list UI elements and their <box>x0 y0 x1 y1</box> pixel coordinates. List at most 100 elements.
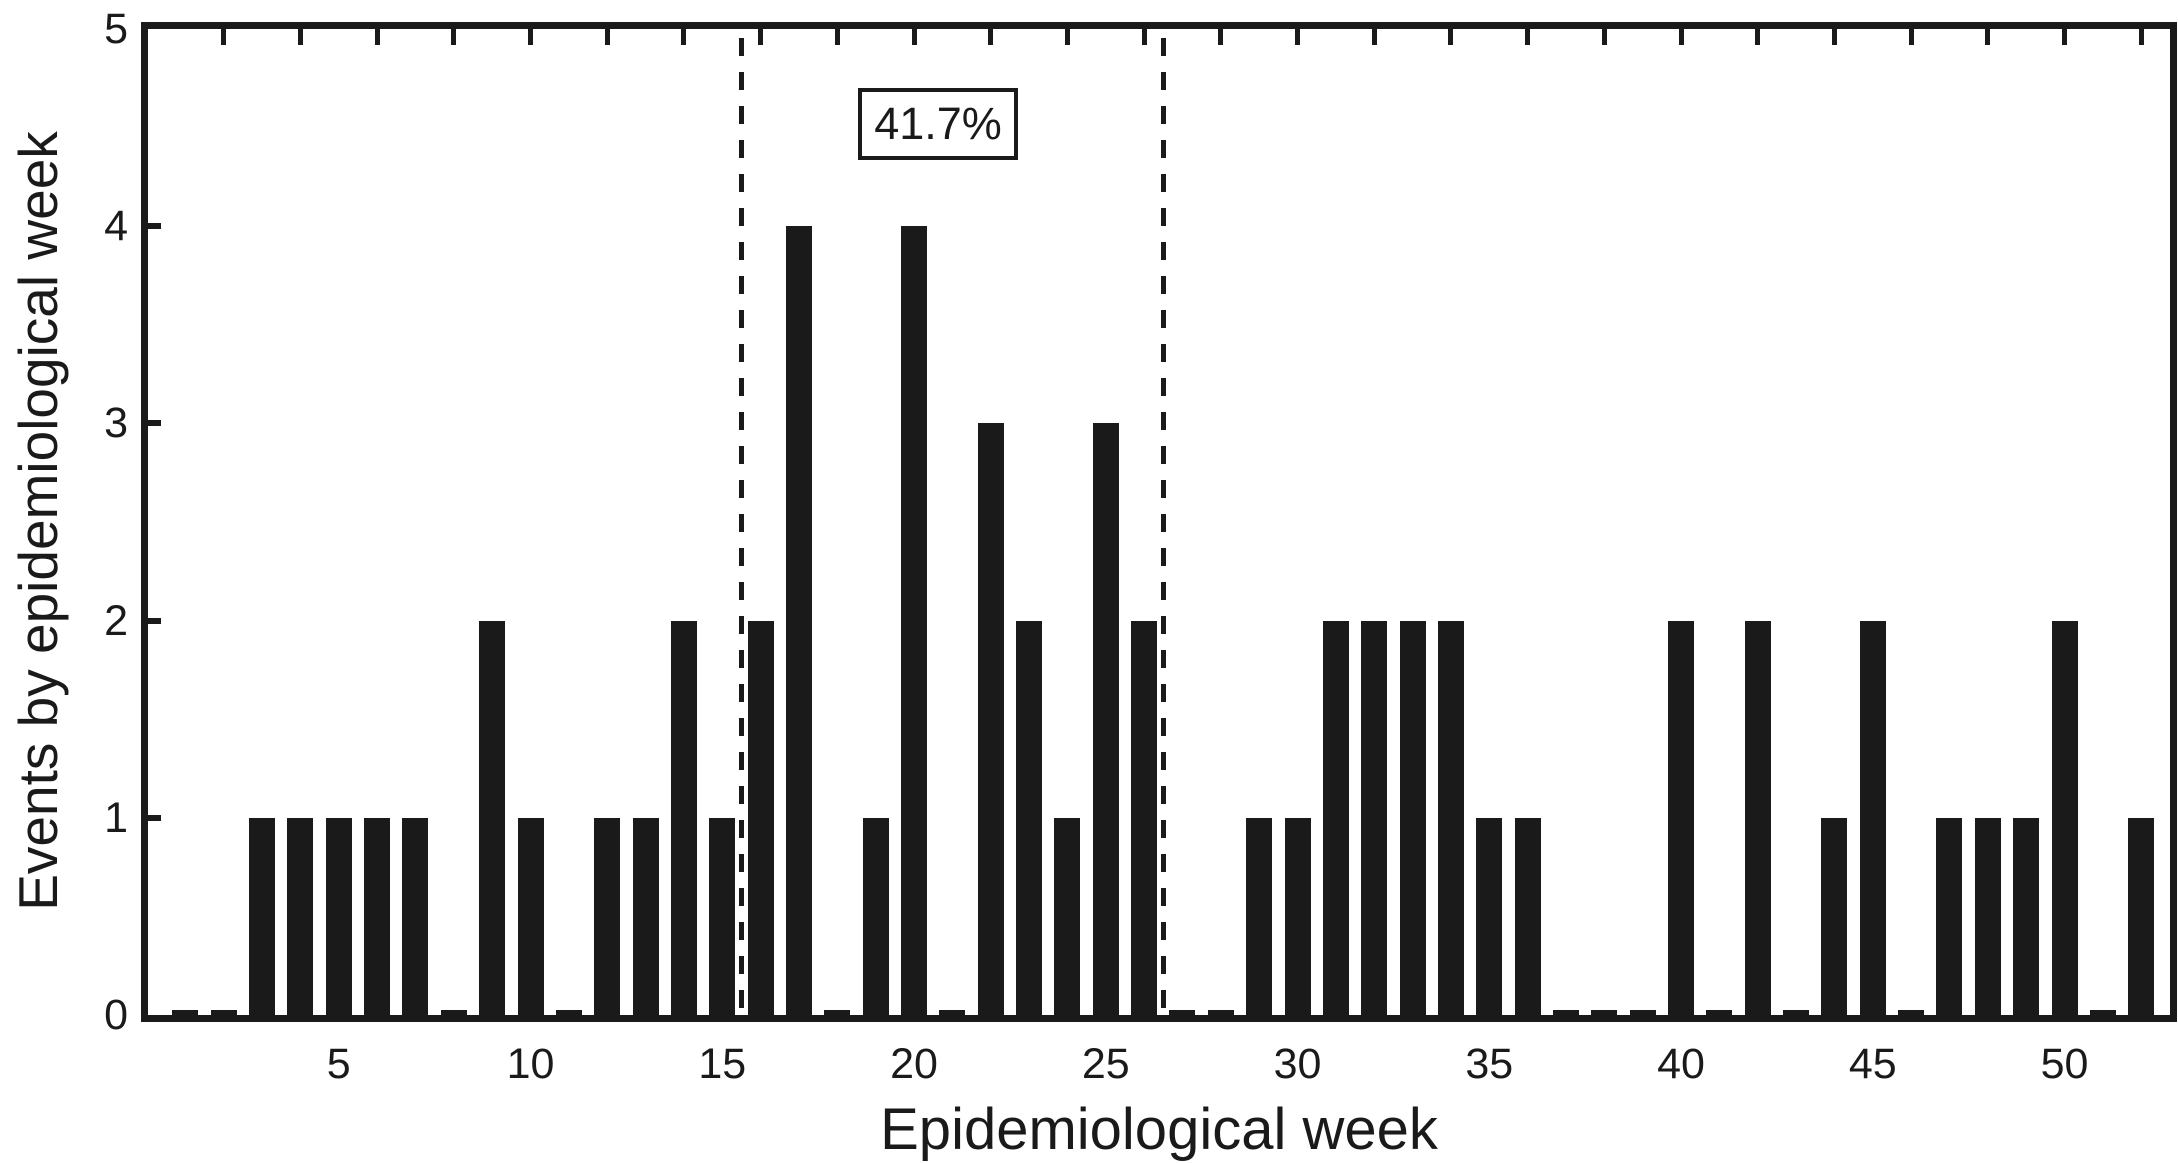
x-tick-label-50: 50 <box>2040 1040 2089 1088</box>
y-tick-label-1: 1 <box>104 793 128 842</box>
bar-week-47 <box>1936 817 1963 1015</box>
bar-week-13 <box>632 817 659 1015</box>
top-tick-week-52 <box>2138 29 2144 45</box>
bar-week-20 <box>901 226 927 1015</box>
plot-area <box>141 22 2177 1022</box>
top-tick-week-16 <box>758 29 764 45</box>
bar-week-18 <box>824 1010 851 1015</box>
bar-week-35 <box>1476 817 1503 1015</box>
top-tick-week-48 <box>1985 29 1991 45</box>
bar-week-26 <box>1131 620 1158 1015</box>
top-tick-week-50 <box>2062 29 2067 45</box>
bar-week-12 <box>594 817 621 1015</box>
x-tick-label-15: 15 <box>698 1040 747 1088</box>
bar-week-36 <box>1514 817 1541 1015</box>
bar-week-42 <box>1744 620 1771 1015</box>
bar-week-39 <box>1629 1010 1656 1015</box>
bar-week-46 <box>1898 1010 1925 1015</box>
top-tick-week-12 <box>604 29 610 45</box>
top-tick-week-42 <box>1755 29 1761 45</box>
bar-week-50 <box>2051 620 2078 1015</box>
x-tick-label-40: 40 <box>1657 1040 1705 1088</box>
top-tick-week-2 <box>221 29 227 45</box>
dashed-line-week-26.5 <box>1160 38 1166 1015</box>
bar-week-28 <box>1207 1010 1234 1015</box>
bar-week-15 <box>709 817 736 1015</box>
top-tick-week-26 <box>1141 29 1147 45</box>
bar-week-11 <box>555 1010 582 1015</box>
bar-week-41 <box>1706 1010 1733 1015</box>
top-tick-week-44 <box>1831 29 1837 45</box>
y-tick-label-2: 2 <box>104 596 128 645</box>
bar-week-31 <box>1322 620 1349 1015</box>
bar-week-23 <box>1016 620 1043 1015</box>
bar-week-52 <box>2128 817 2155 1015</box>
y-tick-label-4: 4 <box>104 202 128 251</box>
top-tick-week-6 <box>374 29 380 45</box>
bar-week-43 <box>1783 1010 1810 1015</box>
top-tick-week-22 <box>988 29 994 45</box>
y-tick-1 <box>148 814 161 821</box>
bar-week-14 <box>670 620 697 1015</box>
bar-week-51 <box>2089 1010 2116 1015</box>
x-axis-title: Epidemiological week <box>880 1097 1438 1162</box>
x-tick-label-5: 5 <box>326 1040 351 1088</box>
top-tick-week-10 <box>528 29 533 45</box>
bar-week-49 <box>2013 817 2040 1015</box>
top-tick-week-4 <box>297 29 303 45</box>
top-tick-week-34 <box>1448 29 1454 45</box>
top-tick-week-38 <box>1601 29 1607 45</box>
bar-week-5 <box>325 817 352 1015</box>
bar-week-7 <box>402 817 429 1015</box>
x-tick-label-10: 10 <box>506 1040 555 1088</box>
bar-week-17 <box>785 226 812 1015</box>
top-tick-week-30 <box>1295 29 1300 45</box>
top-tick-week-36 <box>1525 29 1531 45</box>
top-tick-week-18 <box>834 29 840 45</box>
bar-week-19 <box>862 817 889 1015</box>
bar-week-32 <box>1361 620 1388 1015</box>
x-tick-label-45: 45 <box>1848 1040 1897 1088</box>
bar-week-33 <box>1399 620 1426 1015</box>
bar-week-48 <box>1974 817 2001 1015</box>
bar-week-30 <box>1284 817 1311 1015</box>
top-tick-week-14 <box>681 29 687 45</box>
top-tick-week-20 <box>911 29 917 45</box>
bar-week-25 <box>1092 423 1119 1015</box>
bar-week-27 <box>1169 1010 1196 1015</box>
x-tick-label-30: 30 <box>1273 1040 1322 1088</box>
bar-week-2 <box>210 1010 237 1015</box>
annotation-box: 41.7% <box>858 88 1018 160</box>
y-tick-label-5: 5 <box>104 5 128 53</box>
bar-week-44 <box>1821 817 1848 1015</box>
bar-week-24 <box>1054 817 1081 1015</box>
bar-week-1 <box>172 1010 199 1015</box>
bar-week-45 <box>1859 620 1886 1015</box>
bar-week-40 <box>1668 620 1694 1015</box>
x-tick-label-25: 25 <box>1081 1040 1130 1088</box>
top-tick-week-46 <box>1908 29 1914 45</box>
bar-week-21 <box>939 1010 966 1015</box>
top-tick-week-24 <box>1064 29 1070 45</box>
dashed-line-week-15.5 <box>738 38 744 1015</box>
bar-week-4 <box>287 817 314 1015</box>
bar-week-8 <box>440 1010 467 1015</box>
x-tick-label-20: 20 <box>890 1040 938 1088</box>
bar-week-22 <box>977 423 1004 1015</box>
y-tick-label-0: 0 <box>104 991 128 1039</box>
top-tick-week-8 <box>451 29 457 45</box>
bar-week-3 <box>249 817 276 1015</box>
bar-week-29 <box>1246 817 1273 1015</box>
bar-week-37 <box>1552 1010 1579 1015</box>
y-tick-2 <box>148 617 161 624</box>
bar-week-34 <box>1437 620 1464 1015</box>
y-tick-4 <box>148 223 161 230</box>
bar-week-9 <box>479 620 506 1015</box>
top-tick-week-40 <box>1678 29 1684 45</box>
x-tick-label-35: 35 <box>1465 1040 1514 1088</box>
bar-week-10 <box>517 817 544 1015</box>
top-tick-week-28 <box>1218 29 1224 45</box>
bar-week-16 <box>747 620 774 1015</box>
y-tick-label-3: 3 <box>104 399 128 448</box>
